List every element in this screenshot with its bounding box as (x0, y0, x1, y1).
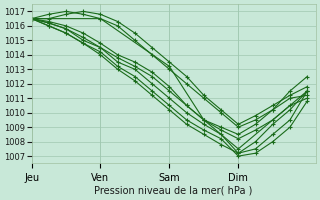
X-axis label: Pression niveau de la mer( hPa ): Pression niveau de la mer( hPa ) (94, 186, 253, 196)
